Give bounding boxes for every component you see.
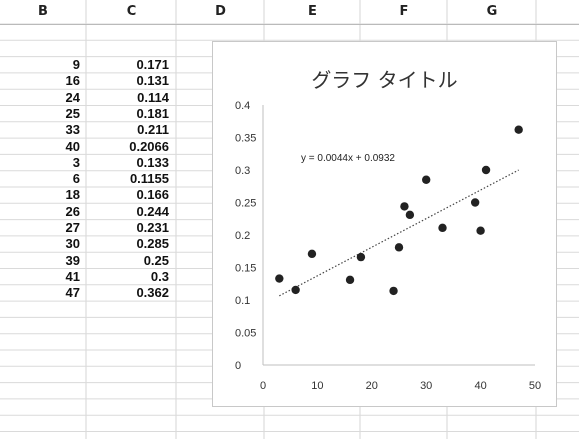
data-point [470,198,480,207]
y-tick-label: 0.4 [235,100,250,112]
x-tick-label: 20 [366,380,378,392]
cell-c[interactable]: 0.285 [136,236,169,252]
cell-c[interactable]: 0.1155 [129,171,169,187]
chart-title[interactable]: グラフ タイトル [311,68,458,92]
column-header-b[interactable]: B [38,4,48,19]
cell-b[interactable]: 39 [65,252,80,268]
data-point [291,285,300,295]
x-tick-label: 10 [311,380,323,392]
cell-c[interactable]: 0.3 [150,268,169,284]
y-tick-label: 0.3 [235,165,250,177]
cell-b[interactable]: 6 [72,171,80,187]
y-tick-label: 0.15 [235,263,256,275]
data-point [476,226,485,235]
column-header-g[interactable]: G [486,4,498,19]
cell-c[interactable]: 0.171 [136,57,169,72]
y-tick-label: 0.1 [235,295,250,307]
column-header-e[interactable]: E [308,4,317,19]
x-tick-label: 30 [420,380,432,392]
cell-b[interactable]: 18 [65,187,80,203]
data-point [422,175,431,184]
x-tick-label: 40 [474,380,486,392]
cell-b[interactable]: 27 [65,220,80,235]
cell-c[interactable]: 0.114 [137,89,169,105]
cell-c[interactable]: 0.231 [136,220,169,235]
data-point [405,210,415,220]
data-point [275,274,284,283]
chart-plot: 0 0.05 0.1 0.15 0.2 0.25 0.3 0.35 0.4 0 10 20 30 40 50… [235,100,541,392]
trendline-equation: y = 0.0044x + 0.0932 [301,153,395,164]
cell-b[interactable]: 47 [65,285,80,301]
data-point [481,165,491,175]
cell-c[interactable]: 0.133 [136,154,169,170]
data-point [356,252,366,262]
cell-c[interactable]: 0.131 [136,73,169,89]
x-tick-label: 50 [529,380,541,392]
cell-c[interactable]: 0.211 [137,122,169,138]
cell-b[interactable]: 3 [72,154,80,170]
cell-c[interactable]: 0.244 [136,203,169,219]
trendline [279,169,519,297]
y-tick-label: 0.2 [235,230,250,242]
column-header-c[interactable]: C [126,4,137,19]
scatter-chart[interactable]: グラフ タイトル 0 0.05 0.1 0.15 0.2 0.25 0.3 0.35 0.4 0 1… [212,41,557,407]
y-tick-label: 0 [235,360,241,372]
cell-b[interactable]: 40 [65,138,80,154]
cell-b[interactable]: 26 [65,203,80,219]
cell-b[interactable]: 33 [65,122,80,138]
cell-b[interactable]: 41 [65,268,80,284]
cell-b[interactable]: 24 [65,89,80,105]
cell-c[interactable]: 0.25 [143,252,169,268]
data-point [394,243,404,252]
data-point [400,202,409,211]
cell-c[interactable]: 0.181 [136,105,169,121]
cell-b[interactable]: 30 [65,236,80,252]
data-point [438,223,447,233]
data-point [389,286,398,296]
cell-b[interactable]: 16 [65,73,80,89]
cell-b[interactable]: 25 [65,105,80,121]
cell-c[interactable]: 0.166 [136,187,169,203]
y-tick-label: 0.25 [235,198,256,210]
data-point [345,275,355,285]
y-tick-label: 0.35 [235,133,256,145]
cell-b[interactable]: 9 [72,57,80,72]
column-header-d[interactable]: D [215,4,226,19]
data-point [307,249,317,259]
column-header-f[interactable]: F [399,4,409,19]
data-point [514,125,523,134]
x-tick-label: 0 [260,380,266,392]
y-tick-label: 0.05 [235,328,256,340]
cell-c[interactable]: 0.2066 [129,138,169,154]
cell-c[interactable]: 0.362 [136,285,169,301]
